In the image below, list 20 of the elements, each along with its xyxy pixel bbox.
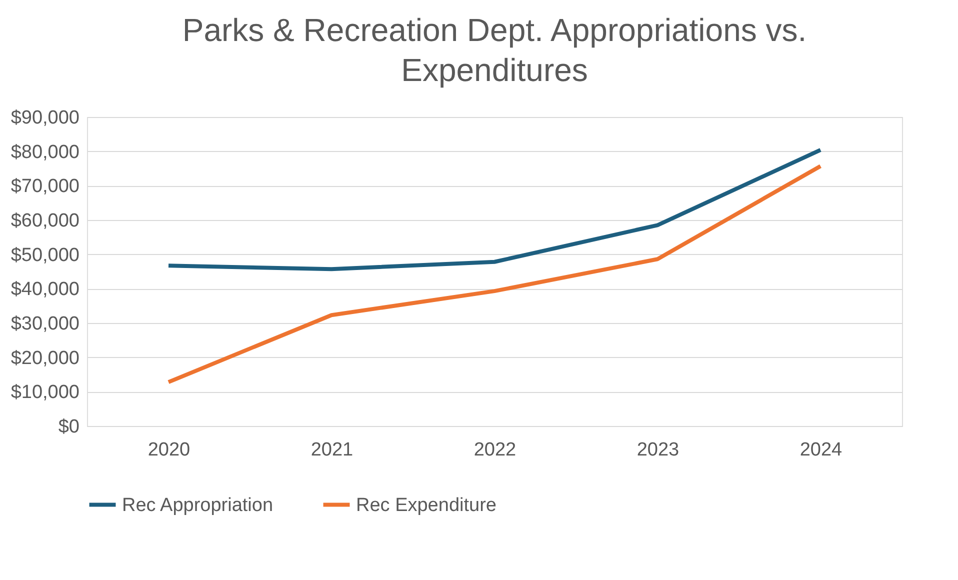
x-tick-label: 2020 [148,440,190,460]
legend-label: Rec Appropriation [122,494,274,516]
x-tick-label: 2021 [310,440,354,460]
line-series [166,148,822,272]
legend-label: Rec Expenditure [356,494,496,516]
chart-title: Parks & Recreation Dept. Appropriations vs. Expenditures [182,12,807,88]
y-tick-label: $70,000 [10,176,80,198]
x-tick-label: 2023 [636,440,680,460]
x-tick-label: 2022 [474,440,516,460]
y-tick-label: $50,000 [10,244,80,266]
x-tick-label: 2024 [800,440,843,460]
y-tick-label: $10,000 [10,382,80,404]
y-tick-label: $0 [58,416,80,438]
y-tick-label: $90,000 [10,108,80,128]
y-tick-label: $60,000 [10,210,80,232]
y-tick-label: $30,000 [10,314,80,334]
line-series [166,164,822,384]
y-tick-label: $80,000 [10,142,80,163]
y-tick-label: $20,000 [10,348,80,369]
y-tick-label: $40,000 [10,279,80,300]
